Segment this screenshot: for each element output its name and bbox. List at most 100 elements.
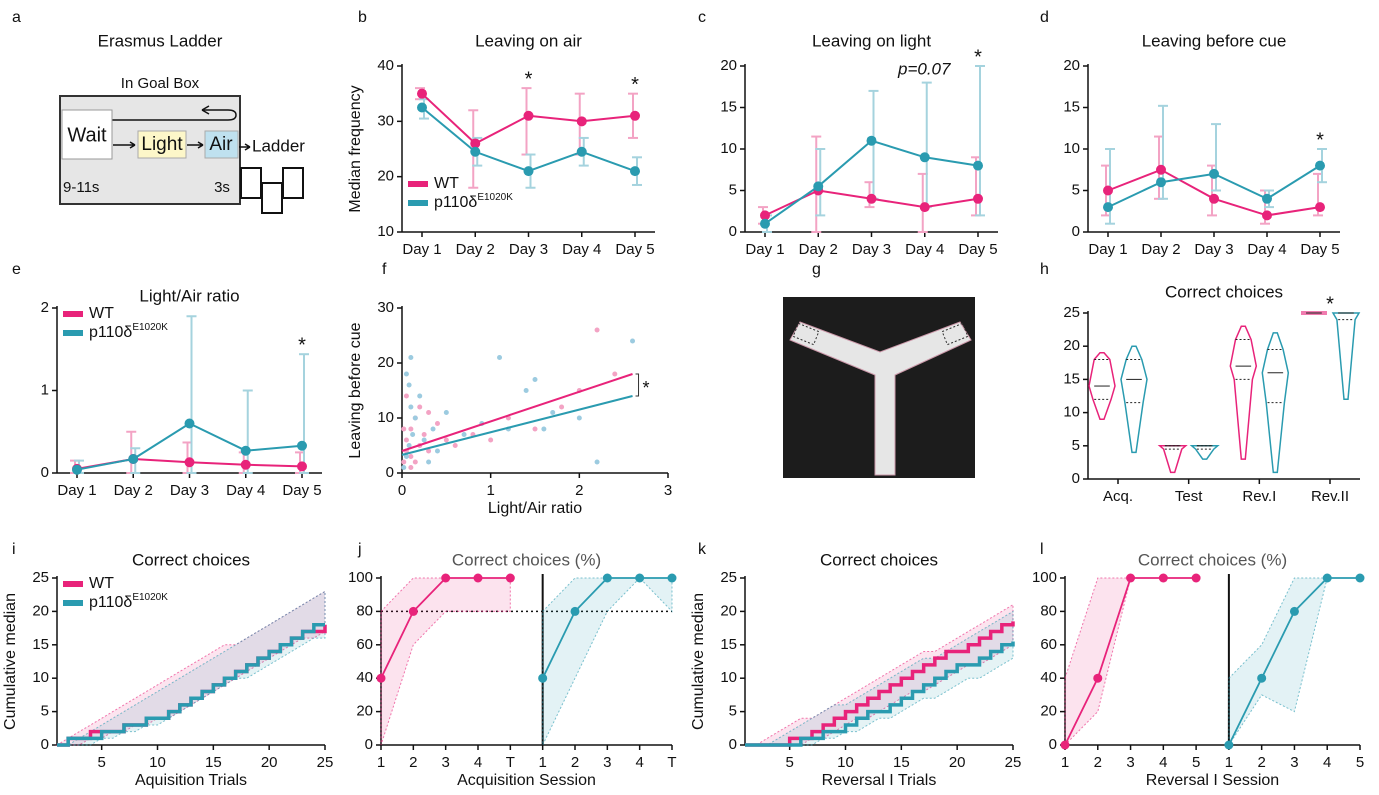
y-tick-label: 0 [41, 736, 49, 753]
annotation: * [643, 378, 650, 398]
scatter-point [497, 355, 503, 360]
data-point [919, 202, 930, 213]
step-label: Wait [67, 124, 107, 146]
data-point [297, 440, 307, 451]
data-point [635, 573, 645, 583]
y-tick-label: 20 [1063, 57, 1080, 74]
scatter-point [532, 377, 538, 382]
panel-label: l [1040, 541, 1044, 558]
x-tick-label: Day 3 [1194, 241, 1233, 258]
legend-label: WT [89, 305, 114, 322]
data-point [866, 135, 877, 146]
y-tick-label: 1 [41, 381, 49, 398]
arrow [187, 141, 204, 149]
data-point [1060, 740, 1070, 750]
x-tick-label: Day 5 [958, 241, 997, 258]
data-point [240, 459, 251, 470]
y-tick-label: 0 [365, 736, 373, 753]
data-point [1322, 573, 1332, 583]
x-axis-label: Reversal I Trials [822, 772, 937, 789]
panel-label: i [12, 541, 16, 558]
legend-name: p110δ [89, 324, 132, 341]
y-tick-label: 30 [377, 112, 394, 129]
violin [1331, 312, 1361, 401]
x-axis-label: Reversal I Session [1146, 772, 1279, 789]
data-point [1156, 164, 1166, 175]
x-tick-label: Day 3 [509, 241, 548, 258]
fit-line [401, 373, 633, 452]
chart-title: Leaving on air [475, 31, 582, 50]
x-tick-label: Day 4 [562, 241, 601, 258]
fit-line [401, 395, 633, 456]
y-tick-label: 10 [720, 140, 737, 157]
data-point [538, 673, 548, 683]
y-tick-label: 60 [356, 636, 373, 653]
y-tick-label: 15 [720, 98, 737, 115]
y-tick-label: 20 [720, 602, 737, 619]
data-point [505, 573, 515, 583]
legend-name: WT [89, 575, 114, 592]
duration-label: 9-11s [63, 179, 99, 196]
y-tick-label: 10 [1063, 140, 1080, 157]
scatter-point [403, 454, 409, 459]
legend-superscript: E1020K [132, 592, 168, 603]
scatter-point [426, 448, 432, 454]
scatter-point [452, 443, 458, 448]
step-label: Ladder [252, 136, 305, 155]
violin [1157, 445, 1188, 474]
scatter-point [430, 426, 436, 432]
y-tick-label: 20 [720, 57, 737, 74]
x-tick-label: Day 2 [456, 241, 495, 258]
band [55, 590, 326, 746]
scatter-point [550, 410, 556, 415]
chart-title: Leaving before cue [1142, 31, 1287, 50]
x-tick-label: Day 3 [852, 241, 891, 258]
band [745, 610, 1014, 746]
x-tick-label: 15 [205, 754, 222, 771]
box-label: In Goal Box [121, 75, 200, 92]
light-box [137, 130, 187, 159]
data-point [184, 457, 195, 468]
scatter-point [403, 393, 409, 399]
y-maze [789, 321, 972, 476]
y-tick-label: 40 [356, 669, 373, 686]
diagram: a Erasmus Ladder In Goal Box Wait Light … [12, 9, 305, 214]
scatter-point [434, 421, 440, 426]
data-point [72, 464, 82, 475]
x-axis-label: Aquisition Trials [135, 772, 247, 789]
chart-title: Correct choices (%) [1138, 550, 1287, 569]
data-point [1209, 193, 1219, 204]
data-point [973, 193, 983, 204]
y-tick-label: 20 [377, 168, 394, 185]
scatter-point [410, 432, 416, 437]
scatter-point [406, 443, 412, 448]
legend-label: p110δE1020K [89, 322, 168, 342]
scatter-point [401, 459, 407, 465]
data-point [1103, 202, 1113, 213]
scatter-point [523, 388, 529, 393]
x-tick-label: 3 [664, 482, 672, 499]
loop-arrow [112, 109, 237, 121]
scatter-point [406, 382, 412, 388]
x-tick-label: Day 1 [1088, 241, 1127, 258]
y-tick-label: 5 [729, 703, 737, 720]
data-point [470, 138, 481, 149]
x-tick-label: Day 2 [799, 241, 838, 258]
annotation: * [298, 334, 306, 356]
scatter-point [412, 459, 418, 465]
chart-title: Correct choices [820, 550, 938, 569]
violin [1120, 345, 1148, 454]
legend-name: WT [89, 305, 114, 322]
scatter-point [408, 404, 414, 410]
data-point [1289, 606, 1299, 616]
y-tick-label: 20 [1063, 337, 1080, 354]
x-tick-label: Day 5 [282, 482, 321, 499]
data-point [1224, 740, 1234, 750]
band [1228, 577, 1360, 747]
data-point [1209, 168, 1219, 179]
x-tick-label: 2 [409, 754, 417, 771]
legend-superscript: E1020K [477, 192, 513, 203]
x-tick-label: Test [1175, 488, 1203, 505]
y-tick-label: 25 [32, 569, 49, 586]
y-tick-label: 0 [386, 464, 394, 481]
